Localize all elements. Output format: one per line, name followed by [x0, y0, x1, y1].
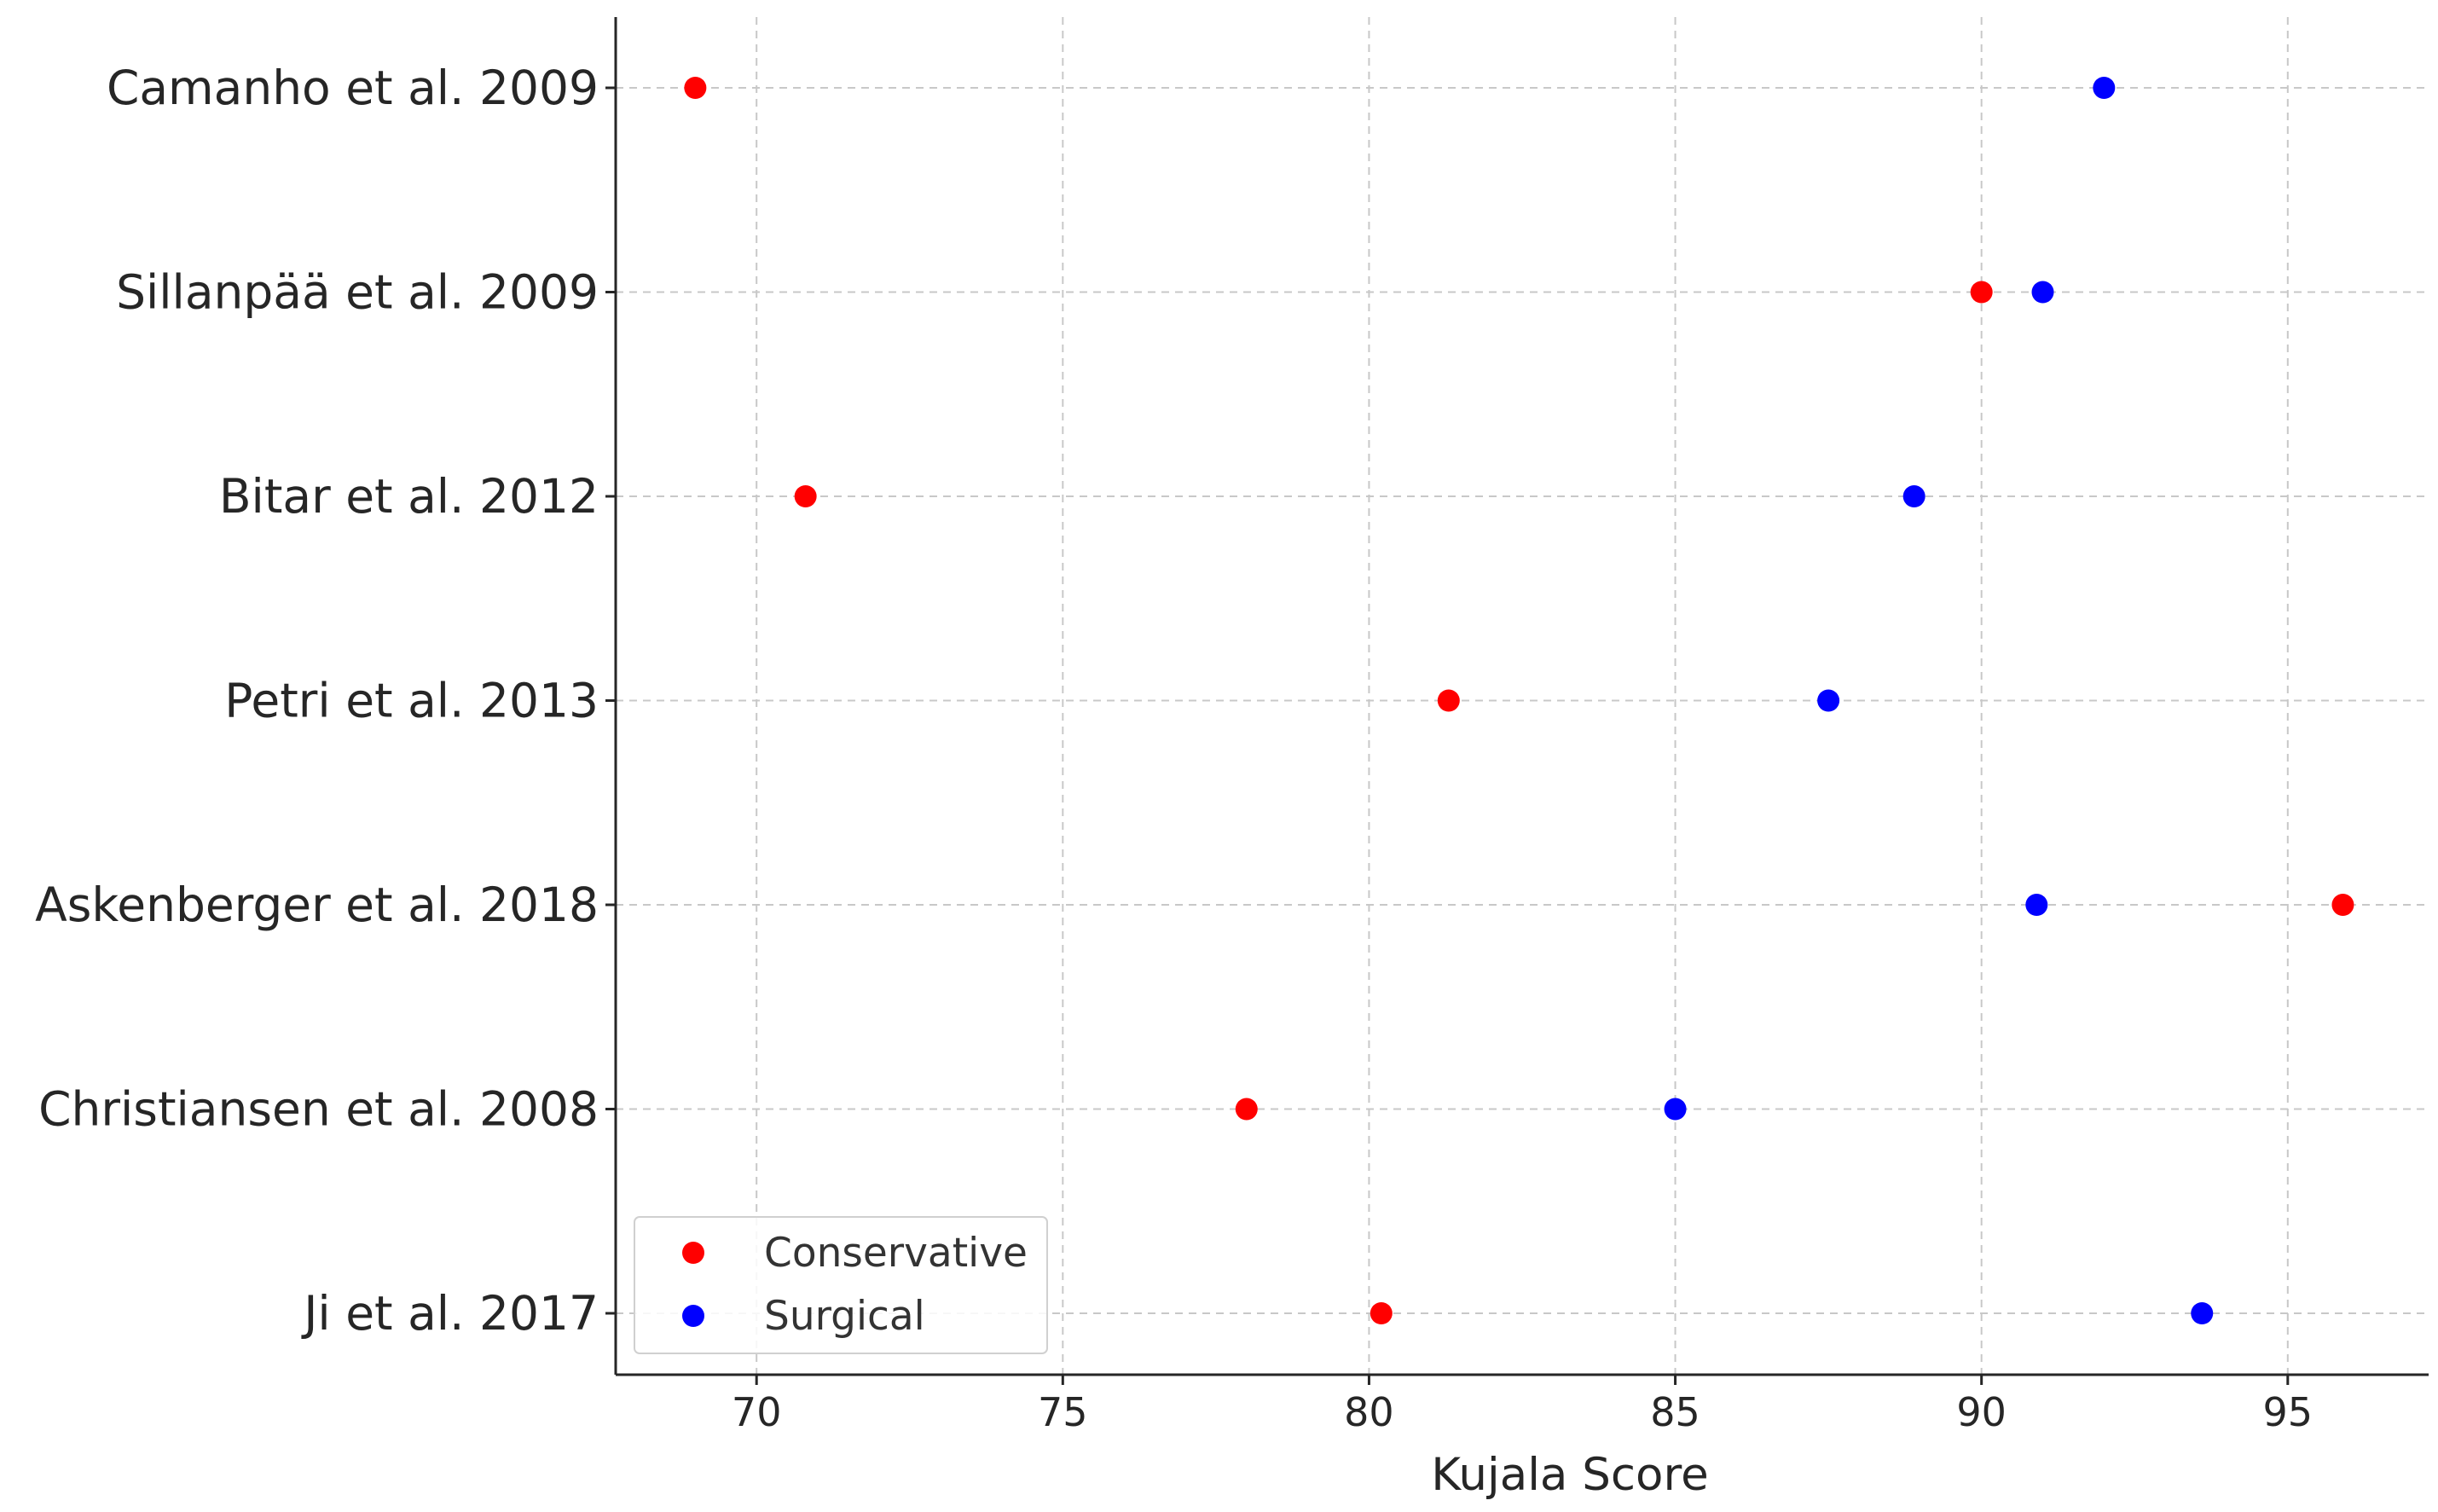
- point-surgical: [1664, 1098, 1687, 1121]
- point-conservative: [684, 77, 707, 99]
- y-tick-label: Petri et al. 2013: [224, 674, 599, 728]
- legend: Conservative Surgical: [634, 1216, 1048, 1354]
- legend-label-conservative: Conservative: [764, 1230, 1028, 1277]
- point-conservative: [1970, 281, 1993, 304]
- y-tick-label: Askenberger et al. 2018: [35, 878, 599, 932]
- point-conservative: [2331, 894, 2354, 916]
- x-tick-label: 95: [2263, 1389, 2313, 1435]
- ticks: 70 75 80 85 90 95 Camanho et al. 2009 Sillanpää…: [35, 61, 2313, 1435]
- x-tick-label: 90: [1956, 1389, 2007, 1435]
- point-surgical: [2093, 77, 2116, 99]
- point-surgical: [1817, 689, 1840, 712]
- x-tick-label: 85: [1650, 1389, 1700, 1435]
- point-conservative: [1437, 689, 1460, 712]
- legend-marker-surgical: [682, 1305, 704, 1327]
- x-axis-label: Kujala Score: [1431, 1449, 1708, 1501]
- y-tick-label: Bitar et al. 2012: [219, 469, 599, 524]
- legend-marker-conservative: [682, 1242, 704, 1264]
- y-tick-label: Camanho et al. 2009: [107, 61, 599, 115]
- legend-box: [634, 1216, 1048, 1354]
- grid: [616, 17, 2429, 1375]
- point-surgical: [2025, 894, 2048, 916]
- point-conservative: [1235, 1098, 1258, 1121]
- y-tick-label: Ji et al. 2017: [301, 1286, 599, 1341]
- point-conservative: [794, 485, 817, 507]
- point-surgical: [2191, 1302, 2214, 1324]
- y-tick-label: Christiansen et al. 2008: [38, 1082, 599, 1137]
- data-points: [684, 77, 2354, 1324]
- point-conservative: [1370, 1302, 1393, 1324]
- point-surgical: [1902, 485, 1925, 507]
- x-tick-label: 70: [732, 1389, 782, 1435]
- legend-label-surgical: Surgical: [764, 1293, 925, 1340]
- x-tick-label: 80: [1344, 1389, 1394, 1435]
- point-surgical: [2031, 281, 2054, 304]
- y-tick-label: Sillanpää et al. 2009: [116, 265, 599, 320]
- axes: [614, 17, 2429, 1376]
- x-tick-label: 75: [1038, 1389, 1088, 1435]
